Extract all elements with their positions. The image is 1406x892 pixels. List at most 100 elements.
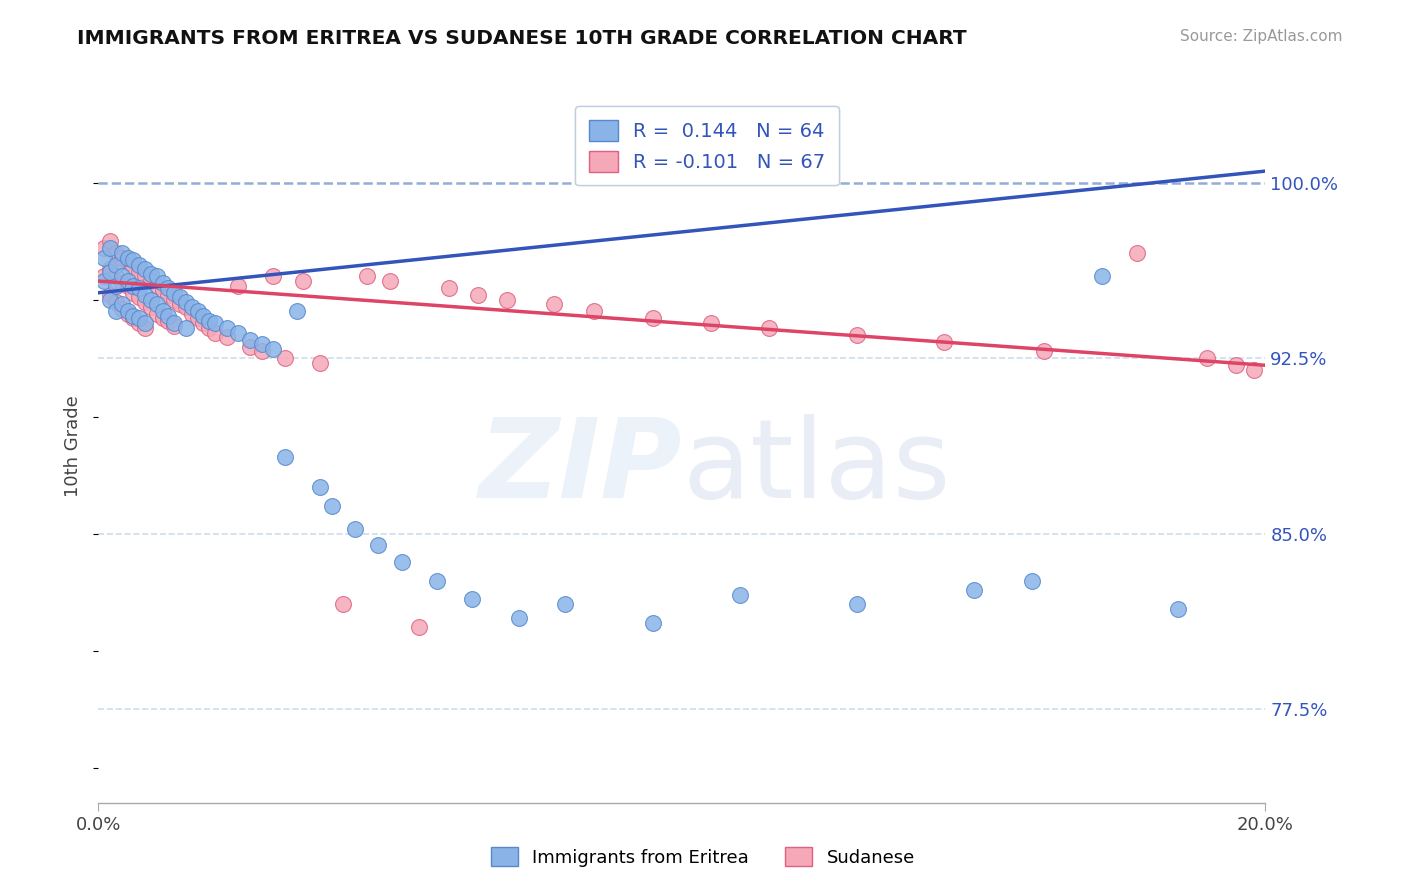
Text: atlas: atlas bbox=[682, 414, 950, 521]
Point bbox=[426, 574, 449, 588]
Point bbox=[157, 314, 180, 328]
Point bbox=[128, 311, 150, 326]
Point bbox=[641, 311, 664, 326]
Point bbox=[1225, 359, 1247, 373]
Point bbox=[163, 318, 186, 333]
Point bbox=[146, 278, 169, 293]
Point bbox=[98, 265, 121, 279]
Point bbox=[163, 316, 186, 330]
Point bbox=[134, 295, 156, 310]
Point bbox=[98, 241, 121, 255]
Point bbox=[157, 288, 180, 302]
Point bbox=[152, 311, 174, 326]
Point bbox=[111, 302, 134, 317]
Point bbox=[508, 611, 530, 625]
Point bbox=[380, 274, 402, 288]
Point bbox=[291, 274, 314, 288]
Point bbox=[104, 246, 127, 260]
Point bbox=[111, 269, 134, 284]
Point bbox=[128, 265, 150, 279]
Point bbox=[1167, 601, 1189, 615]
Point bbox=[700, 316, 723, 330]
Point bbox=[128, 316, 150, 330]
Point bbox=[122, 311, 145, 326]
Text: Source: ZipAtlas.com: Source: ZipAtlas.com bbox=[1180, 29, 1343, 44]
Point bbox=[134, 316, 156, 330]
Point bbox=[122, 285, 145, 300]
Point bbox=[496, 293, 519, 307]
Point bbox=[1195, 351, 1218, 366]
Point bbox=[250, 344, 273, 359]
Point bbox=[309, 480, 332, 494]
Point bbox=[274, 351, 297, 366]
Point bbox=[128, 281, 150, 295]
Point bbox=[180, 300, 202, 314]
Point bbox=[98, 234, 121, 248]
Point bbox=[122, 278, 145, 293]
Y-axis label: 10th Grade: 10th Grade bbox=[65, 395, 83, 497]
Point bbox=[198, 314, 221, 328]
Point bbox=[274, 450, 297, 464]
Point bbox=[134, 288, 156, 302]
Legend: Immigrants from Eritrea, Sudanese: Immigrants from Eritrea, Sudanese bbox=[484, 840, 922, 874]
Text: ZIP: ZIP bbox=[478, 414, 682, 521]
Point bbox=[104, 295, 127, 310]
Point bbox=[174, 300, 197, 314]
Point bbox=[215, 330, 238, 344]
Point bbox=[1032, 344, 1054, 359]
Point bbox=[187, 304, 209, 318]
Point bbox=[104, 278, 127, 293]
Point bbox=[187, 311, 209, 326]
Point bbox=[239, 333, 262, 347]
Point bbox=[285, 304, 308, 318]
Point bbox=[228, 278, 250, 293]
Point bbox=[122, 252, 145, 267]
Point bbox=[367, 538, 389, 552]
Point bbox=[139, 293, 162, 307]
Point bbox=[163, 285, 186, 300]
Point bbox=[934, 334, 956, 349]
Point bbox=[146, 297, 169, 311]
Point bbox=[111, 251, 134, 265]
Point bbox=[204, 316, 226, 330]
Point bbox=[111, 297, 134, 311]
Point bbox=[104, 304, 127, 318]
Point bbox=[1091, 269, 1114, 284]
Point bbox=[356, 269, 378, 284]
Point bbox=[391, 555, 413, 569]
Point bbox=[93, 274, 115, 288]
Point bbox=[758, 321, 780, 335]
Point bbox=[198, 321, 221, 335]
Point bbox=[117, 255, 139, 269]
Point bbox=[215, 321, 238, 335]
Point bbox=[554, 597, 576, 611]
Point bbox=[408, 620, 430, 634]
Point bbox=[128, 290, 150, 304]
Point bbox=[262, 269, 284, 284]
Point bbox=[146, 307, 169, 321]
Text: IMMIGRANTS FROM ERITREA VS SUDANESE 10TH GRADE CORRELATION CHART: IMMIGRANTS FROM ERITREA VS SUDANESE 10TH… bbox=[77, 29, 967, 47]
Point bbox=[461, 592, 484, 607]
Point bbox=[193, 309, 215, 323]
Point bbox=[543, 297, 565, 311]
Point bbox=[169, 290, 191, 304]
Point bbox=[204, 326, 226, 340]
Point bbox=[467, 288, 489, 302]
Point bbox=[332, 597, 354, 611]
Point bbox=[152, 277, 174, 291]
Point bbox=[152, 284, 174, 298]
Point bbox=[152, 304, 174, 318]
Point bbox=[157, 281, 180, 295]
Point bbox=[111, 277, 134, 291]
Point bbox=[846, 597, 869, 611]
Point bbox=[1126, 246, 1149, 260]
Point bbox=[163, 293, 186, 307]
Point bbox=[641, 615, 664, 630]
Point bbox=[134, 269, 156, 284]
Point bbox=[98, 293, 121, 307]
Point bbox=[117, 304, 139, 318]
Point bbox=[93, 241, 115, 255]
Point bbox=[98, 288, 121, 302]
Point bbox=[146, 269, 169, 284]
Point bbox=[134, 321, 156, 335]
